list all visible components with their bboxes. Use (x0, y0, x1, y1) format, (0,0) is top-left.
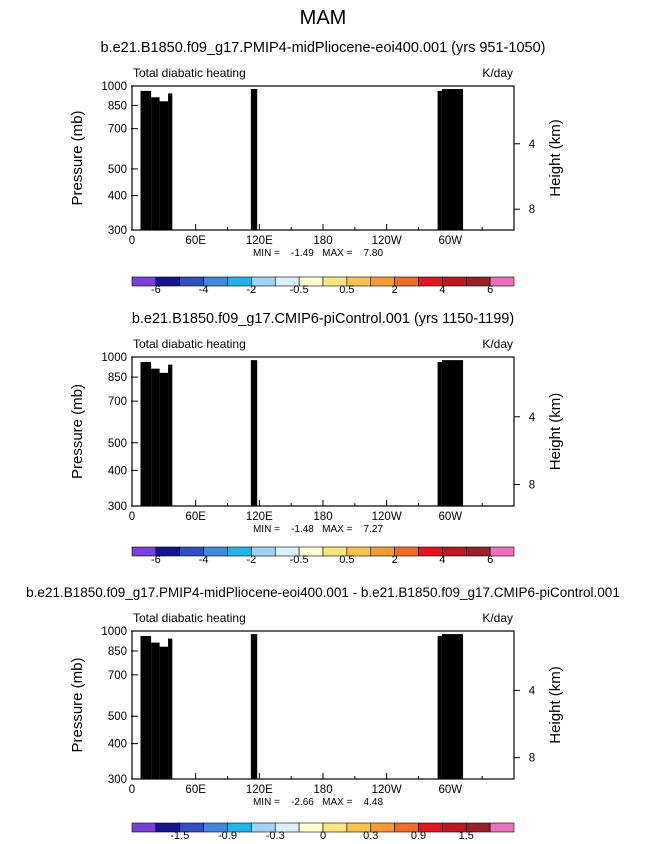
x-tick-label: 180 (313, 235, 332, 247)
y-axis-label: Pressure (mb) (69, 110, 86, 205)
y-tick-label: 850 (108, 100, 127, 112)
topography-block (151, 97, 160, 230)
colorbar-label: -0.5 (290, 284, 309, 296)
variable-label: Total diabatic heating (133, 66, 246, 80)
right-axis-label: Height (km) (547, 119, 564, 197)
figure-title: MAM (300, 7, 347, 29)
x-tick-label: 0 (129, 235, 135, 247)
topography-block (140, 90, 152, 230)
topography-block (250, 89, 258, 231)
min-max-label: MIN = -1.49 MAX = 7.80 (253, 248, 383, 259)
units-label: K/day (482, 337, 513, 351)
x-tick-label: 120W (372, 235, 402, 247)
y-tick-label: 300 (108, 225, 127, 237)
right-tick-label: 8 (529, 204, 535, 216)
colorbar-label: -6 (151, 284, 161, 296)
colorbar-box (394, 276, 419, 287)
colorbar-label: 4 (439, 284, 445, 296)
colorbar-label: -4 (199, 284, 209, 296)
panel-2: b.e21.B1850.f09_g17.CMIP6-piControl.001 … (69, 311, 564, 566)
topography-block (441, 89, 464, 231)
x-tick-label: 60W (439, 235, 463, 247)
topography-block (168, 93, 173, 231)
panel-title: b.e21.B1850.f09_g17.CMIP6-piControl.001 … (132, 311, 514, 327)
colorbar-box (442, 276, 467, 287)
y-tick-label: 1000 (101, 81, 127, 93)
colorbar: -6 -4 -2 -0.5 0.5 2 4 6 (131, 276, 515, 296)
topography-block (159, 101, 169, 230)
units-label: K/day (482, 66, 513, 80)
topography-block (437, 90, 442, 230)
panel-title: b.e21.B1850.f09_g17.PMIP4-midPliocene-eo… (101, 40, 546, 56)
colorbar-label: 0.5 (339, 284, 354, 296)
y-tick-label: 700 (108, 124, 127, 136)
x-tick-label: 120E (246, 235, 273, 247)
colorbar-label: 6 (487, 284, 493, 296)
colorbar-label: 2 (392, 284, 398, 296)
colorbar-label: -2 (246, 284, 256, 296)
y-tick-label: 400 (108, 191, 127, 203)
variable-label: Total diabatic heating (133, 337, 246, 351)
x-tick-label: 60E (185, 235, 206, 247)
colorbar-box (489, 276, 515, 287)
panel-1: b.e21.B1850.f09_g17.PMIP4-midPliocene-eo… (69, 40, 564, 296)
right-tick-label: 4 (529, 139, 536, 151)
y-tick-label: 500 (108, 164, 127, 176)
